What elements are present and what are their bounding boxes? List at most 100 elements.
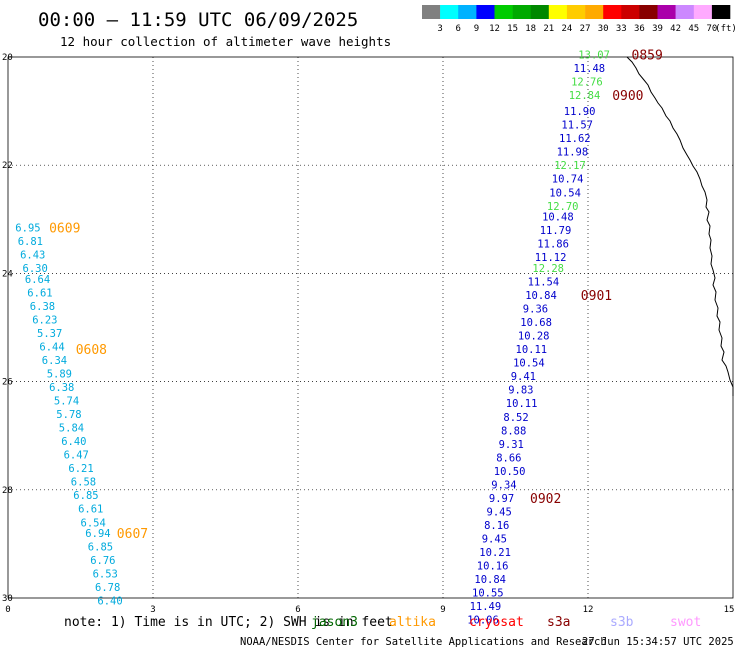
color-scale-swatch: [711, 5, 731, 19]
color-scale-swatch: [422, 5, 441, 19]
wave-height-label: 6.23: [32, 314, 57, 326]
y-tick-label: 28: [2, 486, 13, 496]
color-scale-label: 33: [616, 24, 627, 34]
color-scale-swatch: [566, 5, 586, 19]
wave-height-label: 6.53: [93, 569, 118, 581]
wave-height-label: 6.47: [64, 450, 89, 462]
wave-height-label: 9.45: [482, 534, 507, 546]
x-tick-label: 12: [583, 605, 594, 615]
wave-height-label: 12.76: [571, 76, 603, 88]
wave-height-label: 13.07: [578, 49, 610, 61]
color-scale-label: 70: [706, 24, 717, 34]
y-tick-label: 30: [2, 594, 13, 604]
wave-height-label: 6.38: [49, 382, 74, 394]
wave-height-label: 10.06: [467, 615, 499, 627]
wave-height-label: 9.41: [511, 371, 536, 383]
wave-height-label: 6.85: [73, 490, 98, 502]
wave-height-label: 10.54: [549, 187, 581, 199]
color-scale-label: 21: [543, 24, 554, 34]
pass-time-label: 0608: [76, 343, 107, 358]
footnote: note: 1) Time is in UTC; 2) SWH is in fe…: [64, 615, 393, 630]
color-scale-label: 27: [580, 24, 591, 34]
pass-time-label: 0609: [49, 221, 80, 236]
color-scale-swatch: [585, 5, 604, 19]
color-scale-label: 3: [437, 24, 442, 34]
wave-height-label: 9.31: [499, 439, 524, 451]
color-scale-swatch: [494, 5, 513, 19]
pass-time-label: 0859: [632, 48, 663, 63]
color-scale-label: 9: [474, 24, 479, 34]
color-scale-legend: 3 6 9 12 15 18 21 24 27 30 33 36 39 42 45 70(ft): [422, 5, 737, 34]
credit-text: NOAA/NESDIS Center for Satellite Applica…: [240, 636, 607, 648]
pass-time-label: 0902: [530, 492, 561, 507]
coastline: [626, 56, 734, 396]
legend-entry-s3a: s3a: [547, 615, 570, 630]
wave-height-label: 5.37: [37, 328, 62, 340]
wave-height-label: 10.74: [552, 174, 584, 186]
wave-height-label: 10.11: [516, 344, 548, 356]
coastline-path: [626, 56, 734, 396]
color-scale-label: 18: [525, 24, 536, 34]
wave-height-label: 10.21: [479, 547, 511, 559]
color-scale-swatch: [512, 5, 531, 19]
wave-height-label: 6.21: [68, 463, 93, 475]
wave-height-labels: 6.956.816.436.306.646.616.386.235.376.44…: [15, 49, 610, 626]
wave-height-label: 5.89: [47, 369, 72, 381]
wave-height-label: 8.88: [501, 425, 526, 437]
legend-entry-s3b: s3b: [610, 615, 634, 630]
color-scale-swatch: [530, 5, 550, 19]
y-tick-label: 20: [2, 53, 13, 63]
legend-entry-altika: altika: [389, 615, 436, 630]
color-scale-label: 15: [507, 24, 518, 34]
wave-height-label: 9.45: [487, 506, 512, 518]
wave-height-label: 10.48: [542, 212, 574, 224]
wave-height-label: 6.30: [23, 263, 48, 275]
wave-height-label: 10.55: [472, 588, 504, 600]
wave-height-label: 6.34: [42, 355, 67, 367]
color-scale-swatch: [621, 5, 640, 19]
wave-height-label: 6.44: [39, 341, 64, 353]
wave-height-label: 11.86: [537, 239, 569, 251]
color-scale-swatch: [603, 5, 622, 19]
satellite-legend: jason3 altika cryosat s3a s3b swot: [311, 615, 701, 630]
pass-time-label: 0900: [612, 89, 643, 104]
y-tick-label: 24: [2, 269, 13, 279]
wave-height-label: 6.78: [95, 582, 120, 594]
wave-height-label: 10.54: [513, 358, 545, 370]
color-scale-swatch: [675, 5, 694, 19]
wave-height-label: 8.52: [503, 412, 528, 424]
wave-height-label: 5.74: [54, 396, 79, 408]
wave-height-label: 5.78: [56, 409, 81, 421]
map-frame: [7, 56, 734, 599]
wave-height-label: 9.36: [523, 304, 548, 316]
wave-height-label: 10.68: [520, 317, 552, 329]
wave-height-label: 6.58: [71, 477, 96, 489]
wave-height-label: 11.54: [528, 277, 560, 289]
wave-height-label: 11.62: [559, 133, 591, 145]
x-tick-label: 9: [440, 605, 445, 615]
wave-height-label: 6.54: [81, 517, 106, 529]
wave-height-label: 11.90: [564, 106, 596, 118]
pass-time-labels: 0609 0608 0607 0859 0900 0901 0902: [49, 48, 663, 542]
legend-entry-swot: swot: [670, 615, 701, 630]
color-scale-swatch: [458, 5, 477, 19]
wave-height-label: 8.66: [496, 452, 521, 464]
color-scale-label: 45: [688, 24, 699, 34]
wave-height-label: 10.16: [477, 561, 509, 573]
wave-height-label: 11.49: [470, 601, 502, 613]
wave-height-label: 12.84: [569, 90, 601, 102]
wave-height-label: 6.38: [30, 301, 55, 313]
wave-height-label: 11.57: [561, 120, 593, 132]
color-scale-label: 42: [670, 24, 681, 34]
page-subtitle: 12 hour collection of altimeter wave hei…: [60, 34, 391, 49]
wave-height-label: 11.48: [574, 63, 606, 75]
x-tick-label: 15: [724, 605, 735, 615]
wave-height-label: 6.85: [88, 542, 113, 554]
color-scale-swatch: [693, 5, 713, 19]
wave-height-label: 10.84: [525, 290, 557, 302]
color-scale-swatch: [657, 5, 676, 19]
y-tick-label: 22: [2, 161, 13, 171]
color-scale-swatch: [440, 5, 459, 19]
wave-height-label: 6.95: [15, 222, 40, 234]
